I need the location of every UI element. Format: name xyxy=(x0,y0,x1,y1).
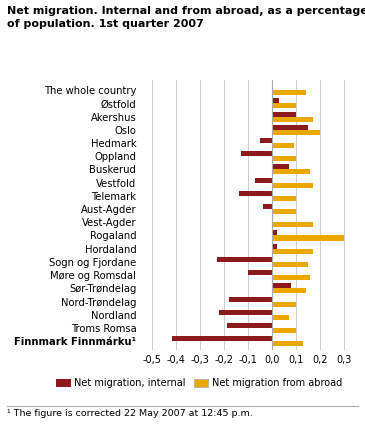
Bar xyxy=(272,130,320,135)
Bar xyxy=(272,328,296,333)
Bar xyxy=(272,103,296,108)
Bar xyxy=(272,289,306,293)
Bar xyxy=(272,230,277,236)
Bar xyxy=(262,204,272,209)
Bar xyxy=(272,111,296,117)
Bar xyxy=(272,301,296,307)
Bar xyxy=(272,244,277,249)
Bar xyxy=(172,336,272,341)
Bar xyxy=(272,236,344,240)
Bar xyxy=(272,249,313,254)
Bar xyxy=(239,191,272,196)
Text: ¹ The figure is corrected 22 May 2007 at 12:45 p.m.: ¹ The figure is corrected 22 May 2007 at… xyxy=(7,408,253,418)
Bar xyxy=(272,164,289,169)
Bar xyxy=(272,283,291,289)
Bar xyxy=(272,156,296,161)
Bar xyxy=(255,178,272,183)
Bar xyxy=(272,341,303,346)
Bar xyxy=(272,169,310,175)
Bar xyxy=(217,257,272,262)
Legend: Net migration, internal, Net migration from abroad: Net migration, internal, Net migration f… xyxy=(56,378,342,388)
Bar xyxy=(272,275,310,280)
Bar xyxy=(272,222,313,227)
Bar xyxy=(229,297,272,301)
Bar xyxy=(272,117,313,122)
Bar xyxy=(272,315,289,320)
Bar xyxy=(272,209,296,214)
Bar xyxy=(272,125,308,130)
Bar xyxy=(260,138,272,143)
Bar xyxy=(241,151,272,156)
Bar xyxy=(272,143,294,148)
Bar xyxy=(219,310,272,315)
Bar xyxy=(227,323,272,328)
Bar xyxy=(272,196,296,201)
Text: Net migration. Internal and from abroad, as a percentage
of population. 1st quar: Net migration. Internal and from abroad,… xyxy=(7,6,365,29)
Bar xyxy=(272,262,308,267)
Bar xyxy=(248,270,272,275)
Bar xyxy=(272,98,279,103)
Bar xyxy=(272,183,313,187)
Bar xyxy=(272,90,306,95)
